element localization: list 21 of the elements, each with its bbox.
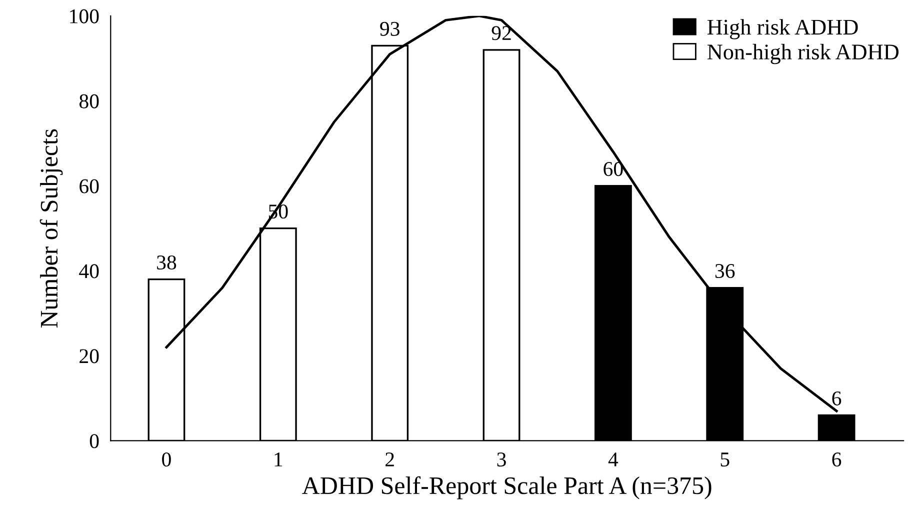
x-tick-label: 3 [497,452,506,467]
legend-label: Non-high risk ADHD [707,44,899,64]
y-tick-label: 0 [90,434,99,448]
x-tick-label: 6 [832,452,842,467]
x-axis-title: ADHD Self-Report Scale Part A (n=375) [302,476,712,500]
y-tick-label: 40 [79,264,99,278]
x-tick-label: 2 [386,452,394,466]
x-tick-label: 1 [274,452,282,466]
y-tick-label: 20 [80,349,99,364]
data-label: 38 [157,255,176,270]
y-tick-label: 100 [70,9,99,24]
y-axis-title: Number of Subjects [40,129,63,328]
legend-label: High risk ADHD [707,19,858,40]
x-tick-label: 4 [608,452,618,466]
y-tick-label: 80 [79,94,99,108]
data-label: 36 [715,264,735,278]
data-label: 6 [832,391,842,406]
data-label: 93 [380,22,400,36]
y-tick-label: 60 [80,179,99,194]
x-tick-label: 0 [162,452,171,467]
x-tick-label: 5 [720,452,730,467]
